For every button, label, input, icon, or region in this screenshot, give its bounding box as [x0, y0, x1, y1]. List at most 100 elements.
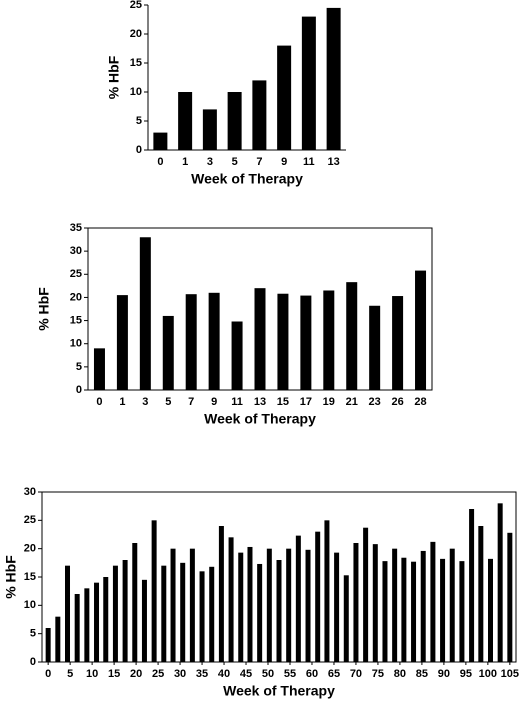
bar	[122, 560, 128, 662]
x-tick-label: 75	[372, 668, 384, 680]
bar	[353, 543, 359, 662]
bar	[363, 527, 369, 662]
y-tick-label: 10	[24, 599, 36, 611]
y-axis-title: % HbF	[106, 55, 122, 99]
bar	[238, 552, 244, 662]
x-tick-label: 21	[346, 396, 358, 408]
bar	[161, 565, 167, 662]
bar	[202, 109, 217, 150]
bar	[231, 321, 243, 390]
x-tick-label: 70	[350, 668, 362, 680]
bar	[180, 562, 186, 662]
x-tick-label: 17	[300, 396, 312, 408]
x-tick-label: 25	[152, 668, 164, 680]
y-tick-label: 15	[130, 57, 142, 69]
y-tick-label: 20	[70, 291, 82, 303]
bar	[286, 548, 292, 662]
bar	[277, 45, 292, 150]
x-tick-label: 5	[165, 396, 171, 408]
x-tick-label: 50	[262, 668, 274, 680]
x-tick-label: 0	[157, 156, 163, 168]
bar	[305, 549, 311, 662]
x-tick-label: 9	[211, 396, 217, 408]
x-tick-label: 65	[328, 668, 340, 680]
y-tick-label: 5	[76, 361, 82, 373]
bar	[430, 541, 436, 662]
bar	[277, 293, 289, 390]
x-tick-label: 55	[284, 668, 296, 680]
bar	[420, 550, 426, 662]
y-tick-label: 20	[24, 543, 36, 555]
x-tick-label: 7	[256, 156, 262, 168]
x-tick-label: 9	[281, 156, 287, 168]
x-tick-label: 3	[142, 396, 148, 408]
y-tick-label: 15	[70, 314, 82, 326]
y-axis-title: % HbF	[36, 287, 52, 331]
bar	[153, 132, 168, 150]
x-tick-label: 13	[254, 396, 266, 408]
bar	[257, 563, 263, 662]
bar	[300, 295, 312, 390]
bar	[227, 92, 242, 150]
bar	[112, 565, 118, 662]
x-tick-label: 100	[479, 668, 497, 680]
x-tick-label: 35	[196, 668, 208, 680]
x-tick-label: 3	[207, 156, 213, 168]
y-tick-label: 30	[24, 486, 36, 498]
bar	[178, 92, 193, 150]
y-tick-label: 25	[130, 0, 142, 11]
bar	[94, 582, 100, 662]
bar	[151, 520, 157, 662]
bar	[254, 288, 266, 390]
bar	[478, 526, 484, 662]
x-tick-label: 5	[232, 156, 238, 168]
bar	[295, 535, 301, 662]
x-tick-label: 80	[394, 668, 406, 680]
x-tick-label: 1	[119, 396, 125, 408]
bar	[132, 543, 138, 662]
bar	[326, 7, 341, 151]
y-tick-label: 5	[30, 628, 36, 640]
bar	[459, 561, 465, 662]
x-tick-label: 28	[414, 396, 426, 408]
bar	[93, 348, 105, 390]
bar	[162, 315, 174, 390]
bar	[315, 531, 321, 662]
y-tick-label: 0	[136, 144, 142, 156]
bar	[469, 509, 475, 662]
x-axis-title: Week of Therapy	[223, 683, 335, 699]
bar	[301, 16, 316, 150]
bar	[323, 290, 335, 390]
bar	[369, 305, 381, 390]
bar	[103, 577, 109, 662]
y-tick-label: 5	[136, 115, 142, 127]
bar	[218, 526, 224, 662]
y-axis-title: % HbF	[3, 555, 19, 599]
bar	[84, 588, 90, 662]
x-tick-label: 95	[460, 668, 472, 680]
bar	[185, 294, 197, 390]
bar	[189, 548, 195, 662]
x-tick-label: 40	[218, 668, 230, 680]
x-tick-label: 90	[438, 668, 450, 680]
x-tick-label: 15	[277, 396, 289, 408]
x-tick-label: 10	[86, 668, 98, 680]
bar	[392, 296, 404, 390]
x-tick-label: 0	[45, 668, 51, 680]
x-tick-label: 0	[96, 396, 102, 408]
y-tick-label: 0	[30, 656, 36, 668]
x-tick-label: 45	[240, 668, 252, 680]
y-tick-label: 0	[76, 384, 82, 396]
bar	[507, 532, 513, 662]
bar	[497, 503, 503, 662]
y-tick-label: 25	[70, 268, 82, 280]
bar	[228, 537, 234, 662]
bar	[170, 548, 176, 662]
bar	[401, 557, 407, 662]
bar	[116, 295, 128, 390]
bar	[449, 548, 455, 662]
x-tick-label: 11	[231, 396, 243, 408]
bar	[252, 80, 267, 150]
x-tick-label: 23	[369, 396, 381, 408]
bar	[411, 561, 417, 662]
